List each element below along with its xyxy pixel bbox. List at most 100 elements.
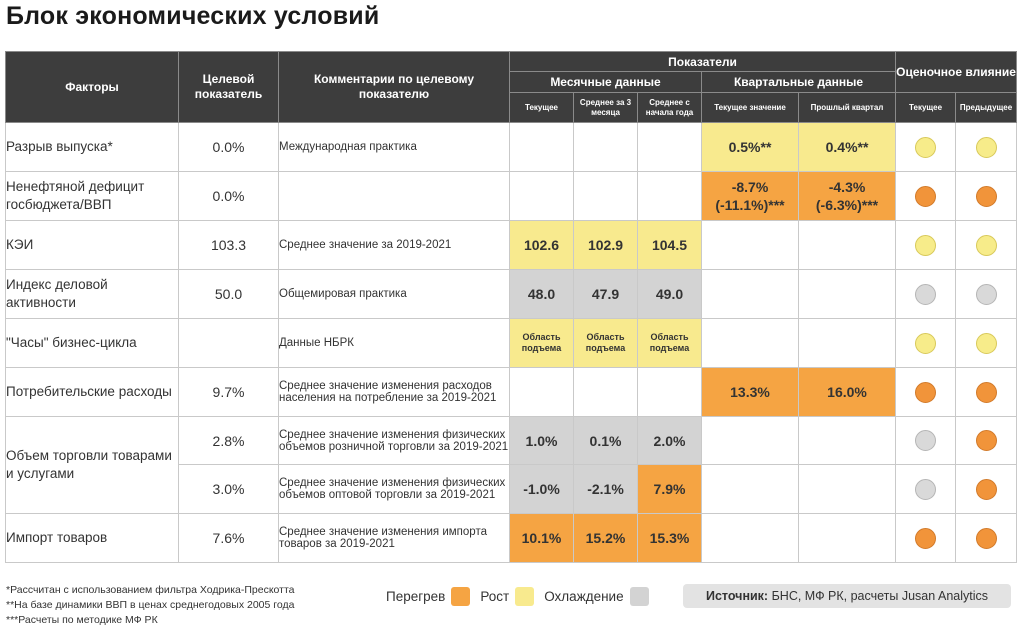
- legend-swatch-orange: [451, 587, 471, 606]
- impact-current-dot: [915, 478, 937, 500]
- impact-prev-dot: [975, 381, 997, 403]
- header-m-avg3: Среднее за 3 месяца: [573, 92, 638, 123]
- header-m-ytd: Среднее с начала года: [637, 92, 702, 123]
- impact-prev-dot: [975, 283, 997, 305]
- monthly-ytd-cell: 104.5: [637, 220, 702, 270]
- impact-current-dot: [915, 527, 937, 549]
- footnotes: *Рассчитан с использованием фильтра Ходр…: [6, 583, 295, 628]
- monthly-ytd-cell: 15.3%: [637, 513, 702, 563]
- legend-label: Охлаждение: [544, 589, 624, 604]
- comment-cell: Среднее значение изменения расходов насе…: [278, 367, 510, 417]
- header-indicators: Показатели: [508, 51, 897, 72]
- impact-current-dot: [915, 332, 937, 354]
- comment-cell: Международная практика: [278, 122, 510, 172]
- table-row: Разрыв выпуска* 0.0% Международная практ…: [5, 122, 1018, 172]
- impact-current-cell: [895, 513, 957, 563]
- impact-current-dot: [915, 283, 937, 305]
- target-cell: 103.3: [178, 220, 279, 270]
- quarterly-current-cell: 13.3%: [701, 367, 799, 417]
- legend-label: Перегрев: [386, 589, 446, 604]
- quarterly-current-cell: 0.5%**: [701, 122, 799, 172]
- target-cell: 7.6%: [178, 513, 279, 563]
- monthly-avg3-cell: 102.9: [573, 220, 638, 270]
- quarterly-current-cell: [701, 416, 799, 465]
- legend-label: Рост: [480, 589, 510, 604]
- impact-current-cell: [895, 122, 957, 172]
- monthly-ytd-cell: [637, 122, 702, 172]
- factor-cell: "Часы" бизнес-цикла: [5, 318, 179, 368]
- factor-cell: Индекс деловой активности: [5, 269, 179, 319]
- impact-prev-cell: [955, 122, 1018, 172]
- header-comments: Комментарии по целевому показателю: [278, 51, 510, 123]
- quarterly-prev-cell: 0.4%**: [797, 122, 897, 172]
- table-row: Индекс деловой активности 50.0 Общемиров…: [5, 269, 1018, 319]
- monthly-avg3-cell: -2.1%: [573, 464, 638, 514]
- monthly-avg3-cell: [573, 171, 638, 221]
- source-text: БНС, МФ РК, расчеты Jusan Analytics: [771, 589, 989, 603]
- monthly-ytd-cell: 7.9%: [637, 464, 702, 514]
- target-cell: 50.0: [178, 269, 279, 319]
- footnote: *Рассчитан с использованием фильтра Ходр…: [6, 584, 295, 596]
- impact-current-cell: [895, 367, 957, 417]
- monthly-ytd-cell: [637, 171, 702, 221]
- impact-prev-cell: [955, 464, 1018, 514]
- quarterly-prev-cell: [797, 318, 897, 368]
- impact-prev-dot: [975, 430, 997, 451]
- table-row: Потребительские расходы 9.7% Среднее зна…: [5, 367, 1018, 417]
- target-cell: [178, 318, 279, 368]
- header-monthly: Месячные данные: [509, 71, 702, 93]
- comment-cell: [278, 171, 510, 221]
- impact-prev-dot: [975, 185, 997, 207]
- monthly-avg3-cell: 15.2%: [573, 513, 638, 563]
- impact-current-cell: [895, 220, 957, 270]
- header-q-current: Текущее значение: [701, 92, 799, 123]
- comment-cell: Среднее значение изменения импорта товар…: [278, 513, 510, 563]
- impact-current-dot: [915, 136, 937, 158]
- impact-prev-cell: [955, 367, 1018, 417]
- legend-item-growth: Рост: [480, 587, 535, 606]
- quarterly-prev-cell: [797, 416, 897, 465]
- factor-cell: Разрыв выпуска*: [5, 122, 179, 172]
- legend-item-overheat: Перегрев: [386, 587, 471, 606]
- monthly-avg3-cell: Область подъема: [573, 318, 638, 368]
- monthly-current-cell: [509, 122, 574, 172]
- comment-cell: Среднее значение за 2019-2021: [278, 220, 510, 270]
- monthly-current-cell: [509, 171, 574, 221]
- quarterly-prev-cell: [797, 220, 897, 270]
- quarterly-prev-cell: [797, 513, 897, 563]
- monthly-current-cell: 1.0%: [509, 416, 574, 465]
- monthly-avg3-cell: 0.1%: [573, 416, 638, 465]
- monthly-current-cell: 10.1%: [509, 513, 574, 563]
- comment-cell: Общемировая практика: [278, 269, 510, 319]
- economic-conditions-table: Факторы Целевой показатель Комментарии п…: [5, 51, 1018, 563]
- factor-cell: Импорт товаров: [5, 513, 179, 563]
- header-factors: Факторы: [5, 51, 179, 123]
- table-row: 3.0% Среднее значение изменения физическ…: [6, 464, 1018, 514]
- header-m-current: Текущее: [509, 92, 574, 123]
- monthly-current-cell: -1.0%: [509, 464, 574, 514]
- comment-cell: Данные НБРК: [278, 318, 510, 368]
- factor-cell: Объем торговли товарами и услугами: [5, 416, 179, 514]
- impact-current-cell: [895, 269, 957, 319]
- impact-current-dot: [915, 430, 937, 451]
- legend: Перегрев Рост Охлаждение: [386, 587, 659, 606]
- monthly-avg3-cell: [573, 367, 638, 417]
- impact-prev-cell: [955, 269, 1018, 319]
- monthly-ytd-cell: 49.0: [637, 269, 702, 319]
- impact-prev-dot: [975, 136, 997, 158]
- header-quarterly: Квартальные данные: [700, 71, 897, 93]
- quarterly-current-cell: [701, 513, 799, 563]
- impact-current-cell: [895, 171, 957, 221]
- monthly-current-cell: Область подъема: [509, 318, 574, 368]
- page-title: Блок экономических условий: [6, 2, 380, 30]
- monthly-ytd-cell: [637, 367, 702, 417]
- header-i-current: Текущее: [895, 92, 957, 123]
- comment-cell: Среднее значение изменения физических об…: [278, 416, 510, 465]
- impact-prev-cell: [955, 220, 1018, 270]
- quarterly-prev-cell: [797, 464, 897, 514]
- legend-swatch-yellow: [515, 587, 535, 606]
- quarterly-prev-cell: -4.3% (-6.3%)***: [797, 171, 897, 221]
- quarterly-prev-cell: [797, 269, 897, 319]
- header-i-prev: Предыдущее: [955, 92, 1018, 123]
- source-label: Источник:: [705, 589, 769, 603]
